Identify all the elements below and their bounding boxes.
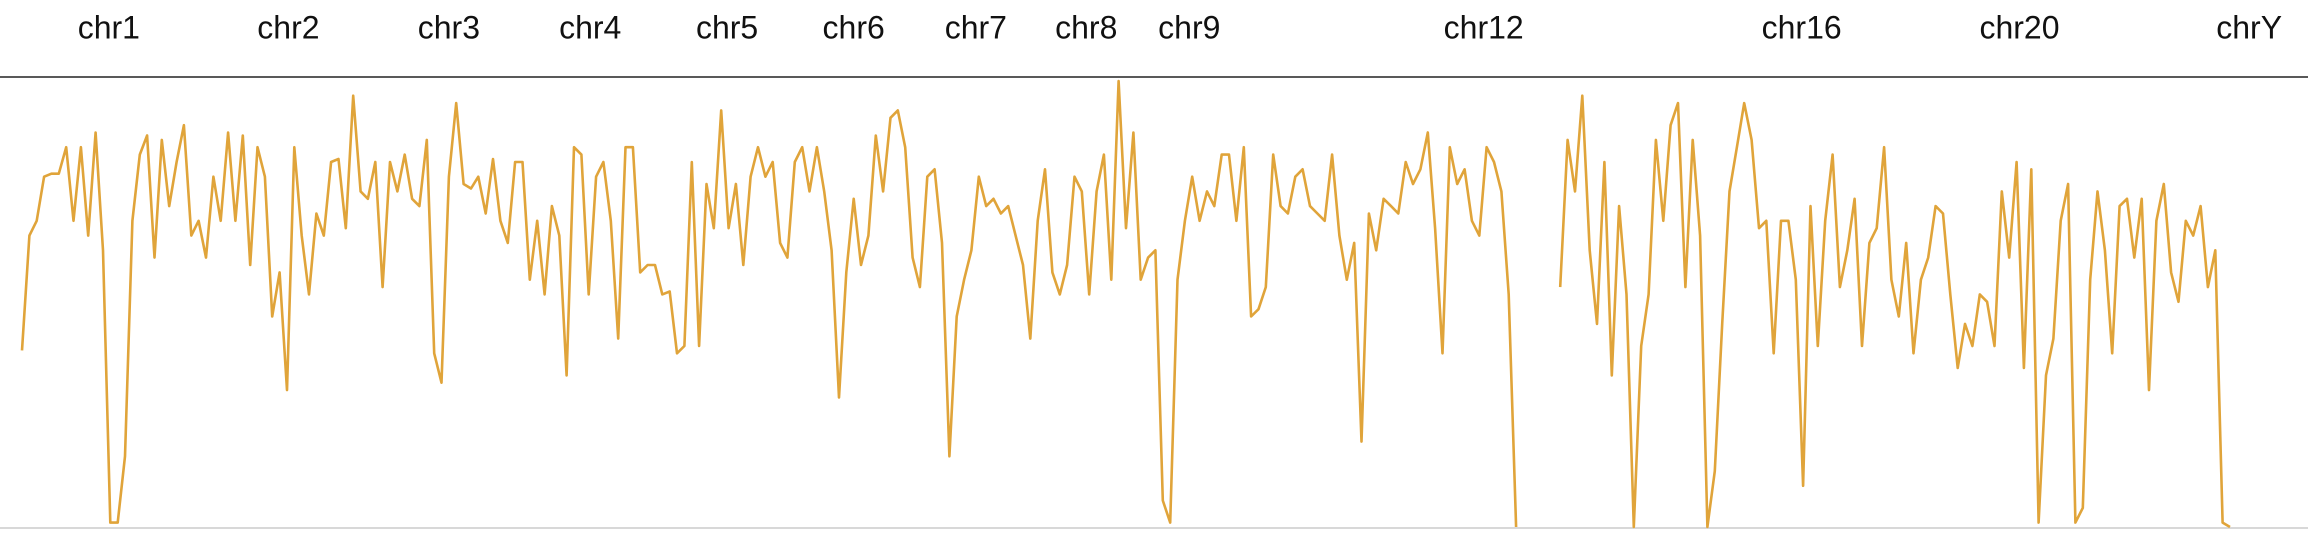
x-tick-label: chr16 bbox=[1762, 9, 1842, 45]
x-tick-label: chr9 bbox=[1158, 9, 1220, 45]
x-tick-label: chr6 bbox=[823, 9, 885, 45]
data-line bbox=[20, 79, 2231, 529]
x-tick-label: chr12 bbox=[1444, 9, 1524, 45]
x-tick-label: chr20 bbox=[1979, 9, 2059, 45]
x-tick-label: chr3 bbox=[418, 9, 480, 45]
x-tick-label: chr5 bbox=[696, 9, 758, 45]
x-tick-label: chrY bbox=[2216, 9, 2282, 45]
x-tick-label: chr4 bbox=[559, 9, 621, 45]
x-tick-label: chr1 bbox=[78, 9, 140, 45]
x-tick-label: chr7 bbox=[945, 9, 1007, 45]
x-tick-label: chr2 bbox=[257, 9, 319, 45]
x-tick-label: chr8 bbox=[1055, 9, 1117, 45]
